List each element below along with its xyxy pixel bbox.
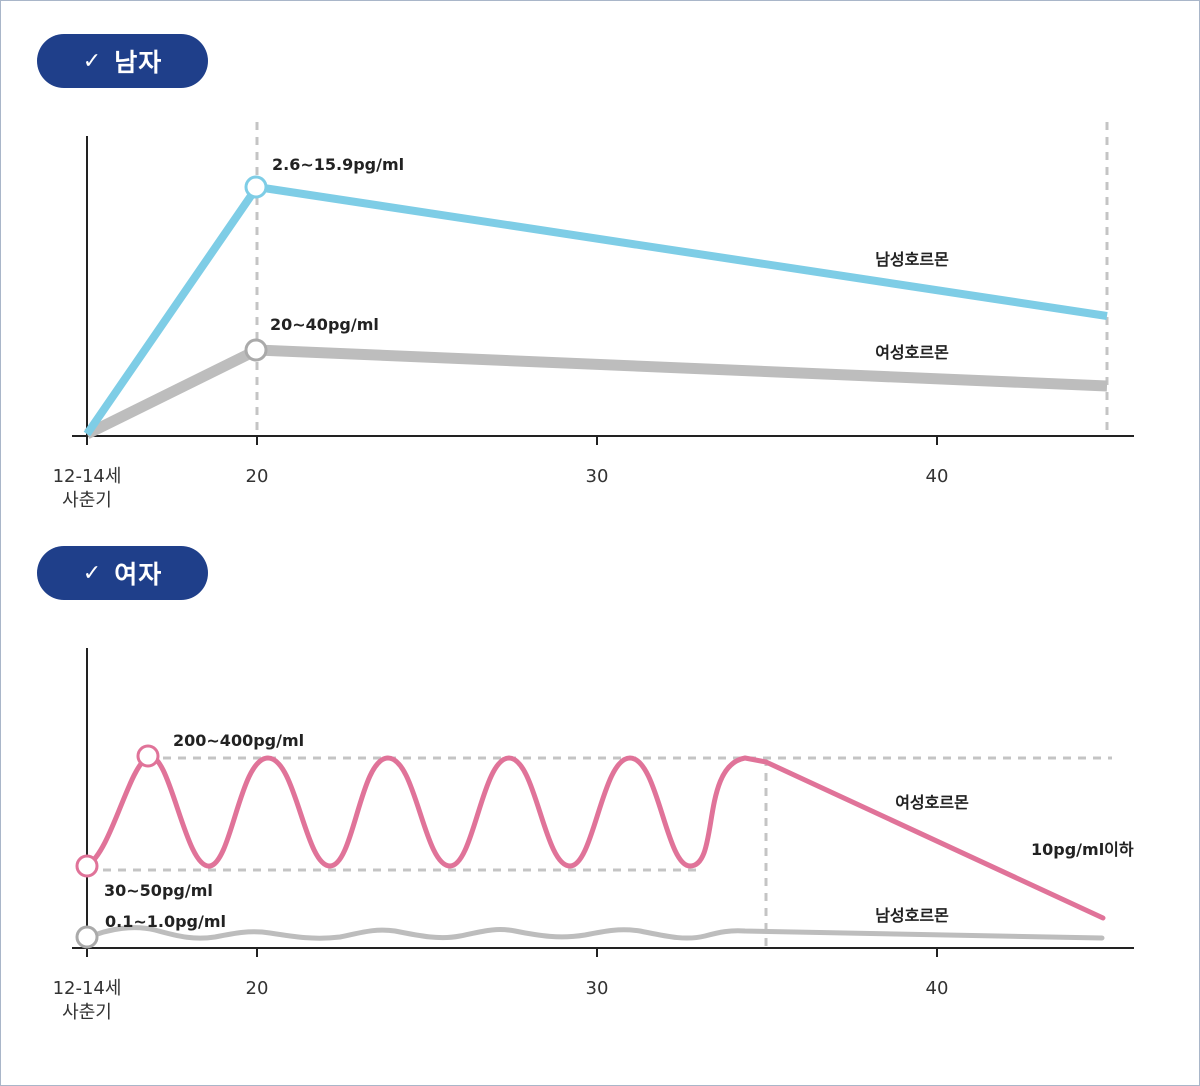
x-tick-sublabel: 사춘기 [62, 490, 112, 511]
marker-testosterone-start [75, 925, 99, 949]
x-tick-label: 40 [926, 978, 949, 999]
series-testosterone-line [84, 925, 1105, 941]
x-tick-label: 20 [246, 466, 269, 487]
series-label-estrogen: 여성호르몬 [875, 343, 949, 362]
x-tick-label: 12-14세 [53, 978, 122, 999]
annotation-estrogen-peak-range: 200~400pg/ml [173, 731, 304, 750]
x-tick-label: 40 [926, 466, 949, 487]
female-badge: ✓ 여자 [37, 546, 208, 600]
annotation-testosterone-range: 0.1~1.0pg/ml [105, 912, 226, 931]
annotation-testosterone-range: 2.6~15.9pg/ml [272, 155, 404, 174]
male-badge: ✓ 남자 [37, 34, 208, 88]
x-tick-sublabel: 사춘기 [62, 1002, 112, 1023]
peak-marker-testosterone [244, 175, 268, 199]
series-label-testosterone: 남성호르몬 [875, 906, 949, 925]
annotation-estrogen-low-range: 30~50pg/ml [104, 881, 213, 900]
series-label-estrogen: 여성호르몬 [895, 793, 969, 812]
check-icon: ✓ [82, 48, 103, 74]
peak-marker-estrogen [244, 338, 268, 362]
marker-peak [136, 744, 160, 768]
marker-start [75, 854, 99, 878]
series-estrogen-line [84, 754, 1106, 921]
annotation-estrogen-range: 20~40pg/ml [270, 315, 379, 334]
series-label-testosterone: 남성호르몬 [875, 250, 949, 269]
female-badge-label: 여자 [114, 560, 163, 589]
male-hormone-chart: 12-14세사춘기20304050갱년기6070 2.6~15.9pg/ml 2… [53, 122, 1134, 511]
x-tick-label: 12-14세 [53, 466, 122, 487]
x-tick-label: 30 [586, 978, 609, 999]
x-tick-label: 20 [246, 978, 269, 999]
male-badge-label: 남자 [114, 48, 163, 77]
check-icon: ✓ [82, 560, 103, 586]
x-tick-label: 30 [586, 466, 609, 487]
annotation-post-menopause: 10pg/ml이하 [1031, 840, 1134, 859]
